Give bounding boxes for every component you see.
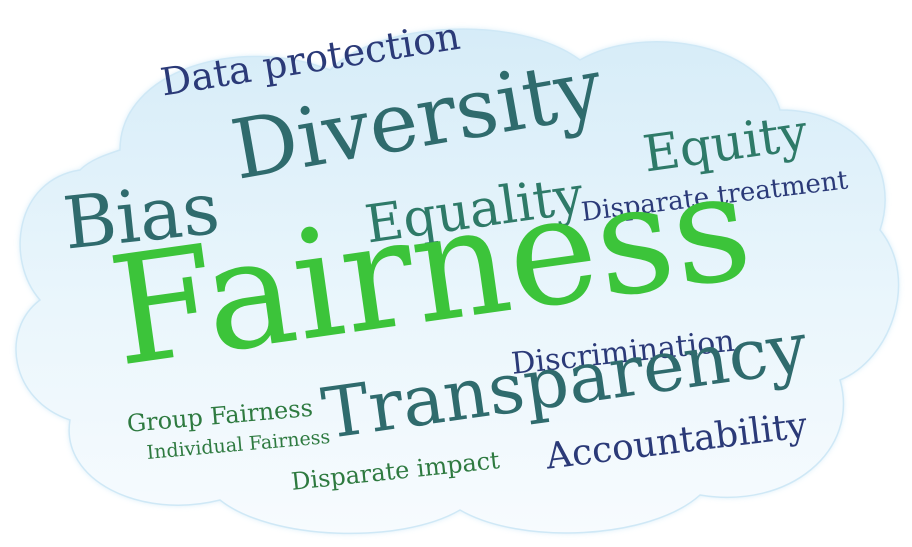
cloud-outline — [15, 28, 900, 535]
